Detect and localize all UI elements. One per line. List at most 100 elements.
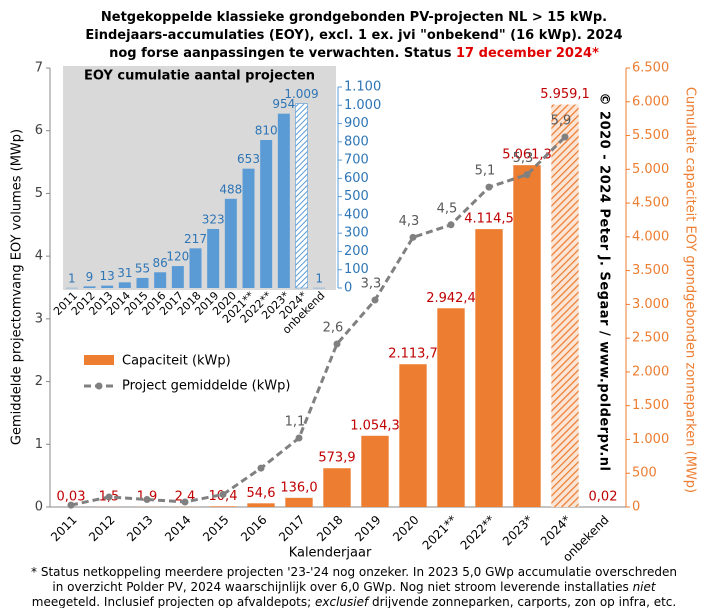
line-value-label: 4,5 xyxy=(437,201,458,216)
line-value-label: 1,1 xyxy=(285,415,306,430)
inset-bar xyxy=(313,287,326,289)
inset-bar xyxy=(118,282,131,288)
bar xyxy=(285,497,313,507)
inset-value-label: 653 xyxy=(237,152,260,166)
y2-axis-title: Cumulatie capaciteit EOY grondgebonden z… xyxy=(683,87,698,493)
x-axis-title: Kalenderjaar xyxy=(289,546,372,561)
y-tick-label: 1 xyxy=(35,437,43,452)
x-tick-label: 2018 xyxy=(314,513,345,544)
line-marker xyxy=(333,340,341,348)
line-marker xyxy=(105,493,113,501)
y-axis-title: Gemiddelde projectomvang EOY volumes (MW… xyxy=(10,129,25,445)
title-text: Eindejaars-accumulaties (EOY), excl. 1 e… xyxy=(85,28,622,43)
inset-value-label: 13 xyxy=(100,269,115,283)
line-marker xyxy=(561,133,569,141)
y2-tick-label: 1.500 xyxy=(632,398,669,413)
footnote-text: * Status netkoppeling meerdere projecten… xyxy=(31,565,677,579)
inset-value-label: 86 xyxy=(153,256,168,270)
inset-bar xyxy=(154,272,167,288)
title-date: 17 december 2024* xyxy=(456,46,599,61)
chart-title: nog forse aanpassingen te verwachten. St… xyxy=(109,46,599,61)
inset-bar xyxy=(277,113,290,288)
line-value-label: 5,9 xyxy=(551,113,572,128)
bar-value-label: 5.061,3 xyxy=(502,148,552,163)
y2-tick-label: 6.500 xyxy=(632,61,669,76)
inset-tick-label: 1.000 xyxy=(344,98,381,113)
bar-value-label: 4.114,5 xyxy=(464,212,514,227)
legend-label: Capaciteit (kWp) xyxy=(122,354,231,369)
inset-value-label: 9 xyxy=(86,270,94,284)
footnote-text: niet xyxy=(633,580,657,594)
bar xyxy=(209,506,237,507)
y2-tick-label: 6.000 xyxy=(632,94,669,109)
y-tick-label: 5 xyxy=(35,186,43,201)
x-tick-label: 2015 xyxy=(200,513,231,544)
chart-title: Netgekoppelde klassieke grondgebonden PV… xyxy=(101,10,607,25)
inset-bar xyxy=(101,285,114,288)
bar xyxy=(475,229,503,507)
bar xyxy=(551,104,579,507)
inset-bar xyxy=(260,139,273,288)
inset-tick-label: 200 xyxy=(344,244,369,259)
x-tick-label: 2023* xyxy=(500,513,536,549)
inset-tick-label: 700 xyxy=(344,153,369,168)
x-tick-label: 2013 xyxy=(124,513,155,544)
line-value-label: 5,3 xyxy=(513,151,534,166)
footnote: in overzicht Polder PV, 2024 waarschijnl… xyxy=(52,580,657,594)
inset-value-label: 55 xyxy=(135,261,150,275)
x-tick-label: 2011 xyxy=(48,513,79,544)
bar-value-label: 2.113,7 xyxy=(388,347,438,362)
line-marker xyxy=(371,296,379,304)
inset-tick-label: 400 xyxy=(344,207,369,222)
legend-label: Project gemiddelde (kWp) xyxy=(122,379,290,394)
line-marker xyxy=(67,501,75,509)
inset-tick-label: 900 xyxy=(344,116,369,131)
x-tick-label: 2024* xyxy=(538,513,574,549)
bar xyxy=(399,364,427,507)
inset-tick-label: 800 xyxy=(344,134,369,149)
legend-swatch xyxy=(84,355,114,365)
bar-value-label: 5.959,1 xyxy=(540,87,590,102)
line-marker xyxy=(143,495,151,503)
inset-bar xyxy=(189,248,202,288)
x-tick-label: 2012 xyxy=(86,513,117,544)
line-value-label: 4,3 xyxy=(399,214,420,229)
bar xyxy=(513,165,541,507)
bar xyxy=(361,435,389,507)
footnote: * Status netkoppeling meerdere projecten… xyxy=(31,565,677,579)
inset-bar xyxy=(136,277,149,288)
inset-bar xyxy=(242,168,255,288)
y2-tick-label: 5.500 xyxy=(632,128,669,143)
inset-tick-label: 600 xyxy=(344,171,369,186)
bar-value-label: 1.054,3 xyxy=(350,418,400,433)
line-marker xyxy=(295,434,303,442)
x-tick-label: 2019 xyxy=(352,513,383,544)
y2-tick-label: 500 xyxy=(632,466,657,481)
x-tick-label: 2020 xyxy=(390,513,421,544)
bar-value-label: 0,02 xyxy=(589,489,618,504)
inset-value-label: 954 xyxy=(272,97,295,111)
line-marker xyxy=(409,233,417,241)
footnote: meegeteld. Inclusief projecten op afvald… xyxy=(32,595,676,608)
bar xyxy=(437,308,465,507)
bar-value-label: 2,4 xyxy=(175,489,196,504)
inset-value-label: 323 xyxy=(202,212,225,226)
x-tick-label: 2017 xyxy=(276,513,307,544)
bar xyxy=(247,503,275,507)
inset-bar xyxy=(171,266,184,288)
footnote-text: in overzicht Polder PV, 2024 waarschijnl… xyxy=(52,580,632,594)
footnote-text: meegeteld. Inclusief projecten op afvald… xyxy=(32,595,315,608)
inset-value-label: 1 xyxy=(315,271,323,285)
bar-value-label: 573,9 xyxy=(318,451,355,466)
footnote-text: drijvende zonneparken, carports, zon op … xyxy=(368,595,676,608)
inset-value-label: 31 xyxy=(117,266,132,280)
inset-value-label: 488 xyxy=(219,182,242,196)
x-tick-label: 2016 xyxy=(238,513,269,544)
y2-tick-label: 4.500 xyxy=(632,196,669,211)
inset-bar xyxy=(65,287,78,289)
inset-bar xyxy=(83,286,96,288)
y2-tick-label: 3.500 xyxy=(632,263,669,278)
bar-value-label: 136,0 xyxy=(280,480,317,495)
